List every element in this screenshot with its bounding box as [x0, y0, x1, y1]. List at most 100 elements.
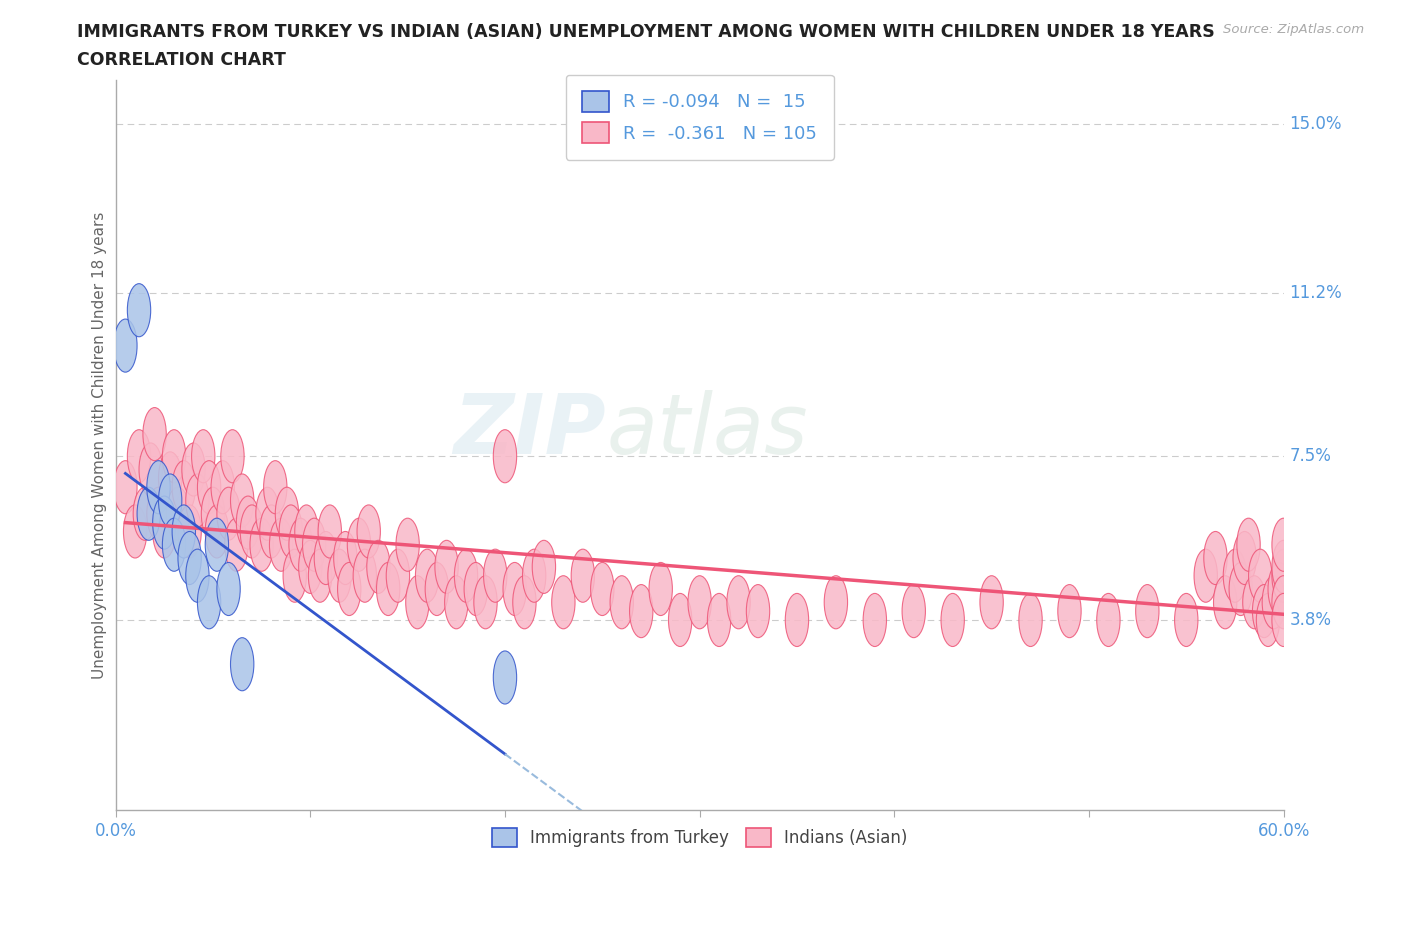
- Ellipse shape: [980, 576, 1004, 629]
- Ellipse shape: [295, 505, 318, 558]
- Ellipse shape: [159, 474, 181, 527]
- Ellipse shape: [1272, 518, 1295, 571]
- Ellipse shape: [236, 496, 260, 549]
- Ellipse shape: [668, 593, 692, 646]
- Ellipse shape: [179, 505, 201, 558]
- Ellipse shape: [1233, 531, 1257, 585]
- Ellipse shape: [139, 443, 162, 496]
- Ellipse shape: [377, 563, 399, 616]
- Ellipse shape: [1229, 563, 1253, 616]
- Ellipse shape: [1249, 549, 1272, 603]
- Ellipse shape: [128, 430, 150, 483]
- Ellipse shape: [308, 549, 332, 603]
- Ellipse shape: [1194, 549, 1218, 603]
- Ellipse shape: [186, 474, 209, 527]
- Ellipse shape: [630, 585, 652, 638]
- Ellipse shape: [136, 487, 160, 540]
- Ellipse shape: [551, 576, 575, 629]
- Ellipse shape: [318, 505, 342, 558]
- Ellipse shape: [231, 474, 254, 527]
- Ellipse shape: [494, 651, 516, 704]
- Ellipse shape: [1237, 518, 1260, 571]
- Ellipse shape: [197, 576, 221, 629]
- Ellipse shape: [591, 563, 614, 616]
- Text: 3.8%: 3.8%: [1289, 611, 1331, 629]
- Ellipse shape: [1272, 540, 1295, 593]
- Ellipse shape: [333, 531, 357, 585]
- Ellipse shape: [903, 585, 925, 638]
- Ellipse shape: [367, 540, 389, 593]
- Ellipse shape: [134, 487, 156, 540]
- Ellipse shape: [283, 549, 307, 603]
- Ellipse shape: [464, 563, 488, 616]
- Ellipse shape: [270, 518, 292, 571]
- Text: IMMIGRANTS FROM TURKEY VS INDIAN (ASIAN) UNEMPLOYMENT AMONG WOMEN WITH CHILDREN : IMMIGRANTS FROM TURKEY VS INDIAN (ASIAN)…: [77, 23, 1215, 41]
- Ellipse shape: [225, 518, 247, 571]
- Ellipse shape: [1204, 531, 1227, 585]
- Ellipse shape: [298, 540, 322, 593]
- Ellipse shape: [484, 549, 508, 603]
- Ellipse shape: [1136, 585, 1159, 638]
- Ellipse shape: [610, 576, 634, 629]
- Ellipse shape: [128, 284, 150, 337]
- Ellipse shape: [159, 452, 181, 505]
- Ellipse shape: [302, 518, 326, 571]
- Ellipse shape: [688, 576, 711, 629]
- Ellipse shape: [221, 430, 245, 483]
- Ellipse shape: [1174, 593, 1198, 646]
- Text: 11.2%: 11.2%: [1289, 284, 1343, 301]
- Ellipse shape: [1243, 576, 1265, 629]
- Ellipse shape: [162, 430, 186, 483]
- Ellipse shape: [863, 593, 887, 646]
- Ellipse shape: [1213, 576, 1237, 629]
- Ellipse shape: [166, 487, 190, 540]
- Ellipse shape: [276, 487, 298, 540]
- Legend: Immigrants from Turkey, Indians (Asian): Immigrants from Turkey, Indians (Asian): [478, 815, 921, 860]
- Ellipse shape: [217, 563, 240, 616]
- Ellipse shape: [263, 460, 287, 513]
- Ellipse shape: [217, 487, 240, 540]
- Ellipse shape: [707, 593, 731, 646]
- Ellipse shape: [191, 430, 215, 483]
- Ellipse shape: [415, 549, 439, 603]
- Ellipse shape: [494, 430, 516, 483]
- Ellipse shape: [201, 487, 225, 540]
- Ellipse shape: [153, 505, 176, 558]
- Ellipse shape: [337, 563, 361, 616]
- Ellipse shape: [1272, 576, 1295, 629]
- Ellipse shape: [1057, 585, 1081, 638]
- Ellipse shape: [474, 576, 498, 629]
- Ellipse shape: [523, 549, 546, 603]
- Ellipse shape: [387, 549, 409, 603]
- Ellipse shape: [747, 585, 769, 638]
- Ellipse shape: [146, 460, 170, 513]
- Ellipse shape: [114, 460, 136, 513]
- Ellipse shape: [406, 576, 429, 629]
- Ellipse shape: [513, 576, 536, 629]
- Ellipse shape: [288, 518, 312, 571]
- Ellipse shape: [181, 443, 205, 496]
- Ellipse shape: [1223, 549, 1247, 603]
- Ellipse shape: [280, 505, 302, 558]
- Text: Source: ZipAtlas.com: Source: ZipAtlas.com: [1223, 23, 1364, 36]
- Text: atlas: atlas: [606, 390, 808, 472]
- Text: 15.0%: 15.0%: [1289, 115, 1341, 133]
- Ellipse shape: [240, 505, 263, 558]
- Text: 7.5%: 7.5%: [1289, 447, 1331, 465]
- Ellipse shape: [353, 549, 377, 603]
- Ellipse shape: [186, 549, 209, 603]
- Text: CORRELATION CHART: CORRELATION CHART: [77, 51, 287, 69]
- Ellipse shape: [786, 593, 808, 646]
- Ellipse shape: [1257, 593, 1279, 646]
- Ellipse shape: [328, 549, 352, 603]
- Ellipse shape: [571, 549, 595, 603]
- Ellipse shape: [124, 505, 146, 558]
- Ellipse shape: [162, 518, 186, 571]
- Ellipse shape: [1272, 593, 1295, 646]
- Ellipse shape: [143, 407, 166, 460]
- Ellipse shape: [314, 531, 337, 585]
- Ellipse shape: [153, 496, 176, 549]
- Ellipse shape: [205, 505, 229, 558]
- Ellipse shape: [347, 518, 371, 571]
- Ellipse shape: [444, 576, 468, 629]
